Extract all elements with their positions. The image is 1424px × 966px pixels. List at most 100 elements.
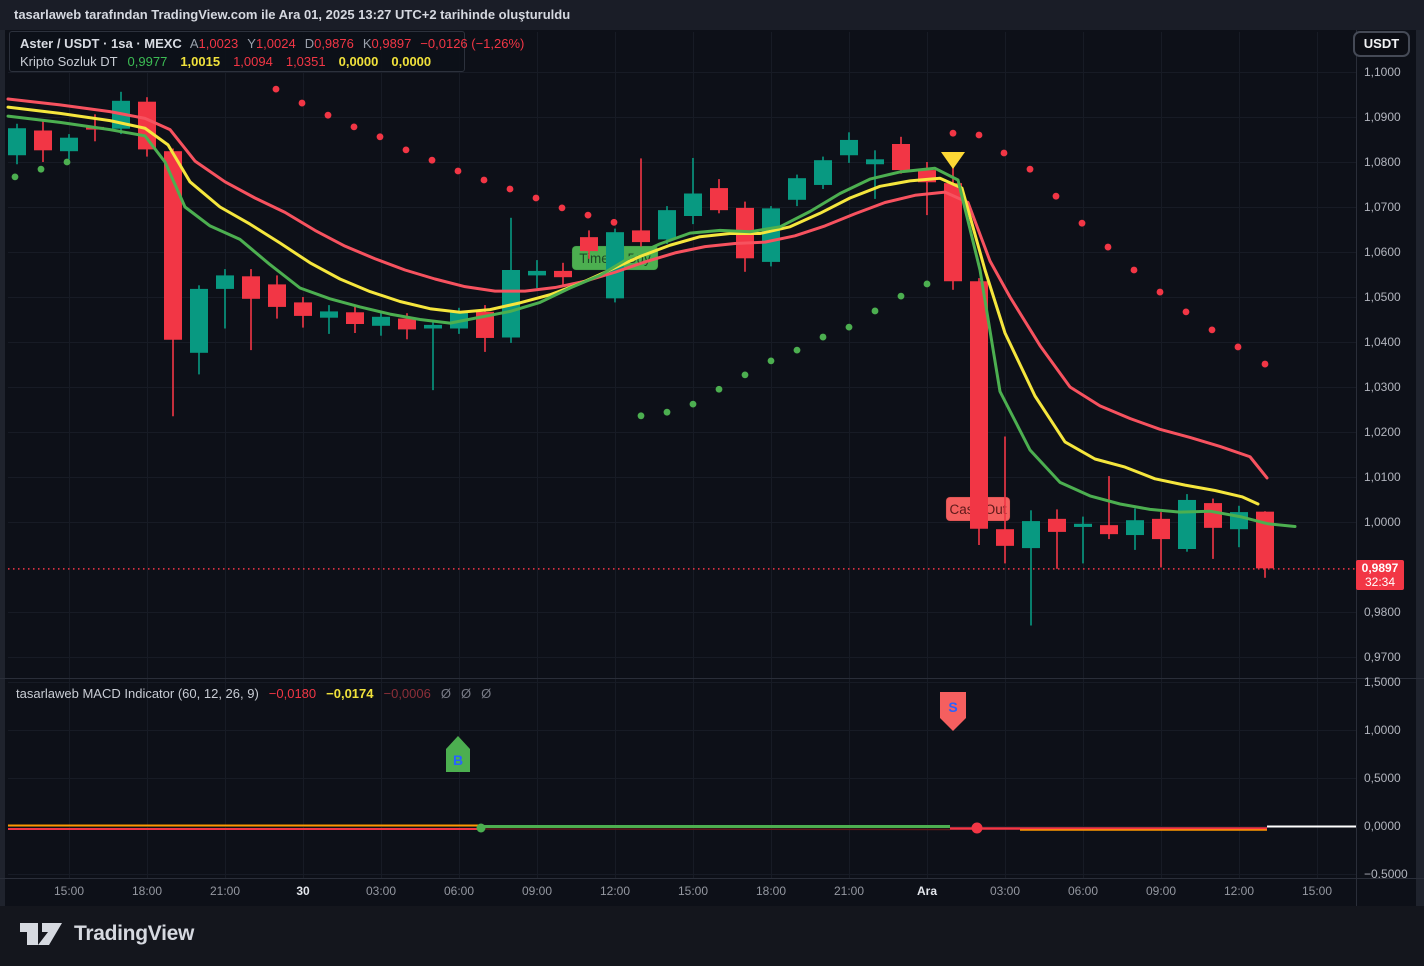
price-tick-label: 1,0500 bbox=[1364, 290, 1401, 304]
time-tick-label: 12:00 bbox=[599, 884, 631, 898]
sar-dot-bearish bbox=[975, 131, 983, 139]
sell-marker bbox=[940, 692, 966, 731]
macd-tick-label: 1,0000 bbox=[1364, 723, 1401, 737]
macd-value: Ø bbox=[460, 686, 472, 701]
candle-body bbox=[970, 281, 988, 529]
sar-dot-bearish bbox=[610, 218, 618, 226]
sar-dot-bearish bbox=[949, 129, 957, 137]
tradingview-logo-text: TradingView bbox=[74, 922, 195, 945]
sar-dot-bullish bbox=[819, 333, 827, 341]
sar-dot-bearish bbox=[1156, 288, 1164, 296]
sar-dot-bearish bbox=[1130, 266, 1138, 274]
macd-line bbox=[480, 828, 951, 831]
ohlc-values: A1,0023 Y1,0024 D0,9876 K0,9897 bbox=[190, 36, 420, 51]
candle-body bbox=[788, 178, 806, 200]
candle-body bbox=[1204, 503, 1222, 528]
time-tick-label: 03:00 bbox=[365, 884, 397, 898]
buy-marker bbox=[446, 736, 470, 772]
indicator-value: 1,0015 bbox=[180, 54, 221, 69]
sar-dot-bullish bbox=[923, 280, 931, 288]
price-tick-label: 1,1000 bbox=[1364, 65, 1401, 79]
attribution-header: tasarlaweb tarafından TradingView.com il… bbox=[0, 0, 1424, 30]
candle-countdown: 32:34 bbox=[1364, 575, 1396, 590]
candle-body bbox=[944, 183, 962, 282]
candle-body bbox=[996, 529, 1014, 546]
candle-body bbox=[762, 208, 780, 262]
macd-tick-label: 0,0000 bbox=[1364, 819, 1401, 833]
ohlc-field: Y1,0024 bbox=[247, 36, 296, 51]
sar-dot-bearish bbox=[1104, 243, 1112, 251]
indicator-name[interactable]: Kripto Sozluk DT bbox=[20, 54, 118, 69]
time-tick-label: 09:00 bbox=[521, 884, 553, 898]
time-tick-label: 21:00 bbox=[833, 884, 865, 898]
candle-body bbox=[866, 159, 884, 165]
sell-marker-letter: S bbox=[948, 699, 957, 715]
sar-dot-bearish bbox=[272, 85, 280, 93]
candle-body bbox=[814, 160, 832, 185]
macd-legend[interactable]: tasarlaweb MACD Indicator (60, 12, 26, 9… bbox=[16, 686, 501, 701]
macd-value: Ø bbox=[440, 686, 451, 701]
candle-body bbox=[528, 270, 546, 276]
price-tick-label: 0,9700 bbox=[1364, 650, 1401, 664]
sar-dot-bearish bbox=[1182, 308, 1190, 316]
candle-body bbox=[216, 275, 234, 289]
indicator-value: 0,0000 bbox=[391, 54, 432, 69]
sar-dot-bullish bbox=[689, 400, 697, 408]
currency-toggle-button[interactable]: USDT bbox=[1353, 31, 1410, 57]
sar-dot-bearish bbox=[480, 176, 488, 184]
macd-tick-label: 0,5000 bbox=[1364, 771, 1401, 785]
sar-dot-bearish bbox=[298, 99, 306, 107]
symbol-title[interactable]: Aster / USDT · 1sa · MEXC bbox=[20, 36, 182, 51]
sar-dot-bearish bbox=[376, 133, 384, 141]
sar-dot-bullish bbox=[845, 323, 853, 331]
indicator-value: 1,0351 bbox=[285, 54, 326, 69]
candle-body bbox=[424, 324, 442, 329]
last-price-badge[interactable]: 0,9897 32:34 bbox=[1356, 560, 1404, 591]
sar-dot-bullish bbox=[663, 408, 671, 416]
macd-value: −0,0180 bbox=[268, 686, 317, 701]
macd-value: Ø bbox=[481, 686, 492, 701]
candle-body bbox=[710, 188, 728, 211]
macd-title: tasarlaweb MACD Indicator (60, 12, 26, 9… bbox=[16, 686, 259, 701]
time-tick-label: 18:00 bbox=[131, 884, 163, 898]
sar-dot-bearish bbox=[350, 123, 358, 131]
time-tick-label: 09:00 bbox=[1145, 884, 1177, 898]
candle-body bbox=[138, 101, 156, 150]
legend-line-1: Aster / USDT · 1sa · MEXC A1,0023 Y1,0024 D… bbox=[20, 35, 524, 53]
time-tick-label: 15:00 bbox=[1301, 884, 1333, 898]
candle-body bbox=[346, 312, 364, 324]
time-tick-label: Ara bbox=[916, 884, 938, 898]
sar-dot-bullish bbox=[741, 371, 749, 379]
ohlc-field: A1,0023 bbox=[189, 36, 239, 51]
candle-body bbox=[1100, 525, 1118, 535]
time-tick-label: 18:00 bbox=[755, 884, 787, 898]
macd-tick-label: −0.5000 bbox=[1364, 867, 1408, 881]
time-tick-label: 21:00 bbox=[209, 884, 241, 898]
sar-dot-bearish bbox=[454, 167, 462, 175]
macd-signal-dot bbox=[476, 823, 486, 833]
time-tick-label: 03:00 bbox=[989, 884, 1021, 898]
sell-triangle-marker bbox=[941, 152, 965, 169]
candle-body bbox=[294, 302, 312, 316]
change-value: −0,0126 (−1,26%) bbox=[420, 36, 525, 51]
sar-dot-bullish bbox=[715, 385, 723, 393]
right-frame bbox=[1416, 30, 1424, 906]
candle-body bbox=[60, 137, 78, 152]
price-tick-label: 1,0700 bbox=[1364, 200, 1401, 214]
candle-body bbox=[372, 316, 390, 326]
sar-dot-bullish bbox=[11, 173, 19, 181]
tradingview-logo[interactable]: TradingView bbox=[18, 920, 194, 948]
price-tick-label: 1,0600 bbox=[1364, 245, 1401, 259]
candle-body bbox=[1178, 499, 1196, 549]
sar-dot-bearish bbox=[1078, 219, 1086, 227]
symbol-legend[interactable]: Aster / USDT · 1sa · MEXC A1,0023 Y1,0024 D… bbox=[9, 31, 524, 72]
price-tick-label: 1,0400 bbox=[1364, 335, 1401, 349]
sar-dot-bullish bbox=[793, 346, 801, 354]
candle-body bbox=[190, 288, 208, 353]
sar-dot-bearish bbox=[1052, 192, 1060, 200]
price-tick-label: 1,0300 bbox=[1364, 380, 1401, 394]
time-tick-label: 15:00 bbox=[677, 884, 709, 898]
moving-average-line bbox=[6, 114, 1297, 528]
